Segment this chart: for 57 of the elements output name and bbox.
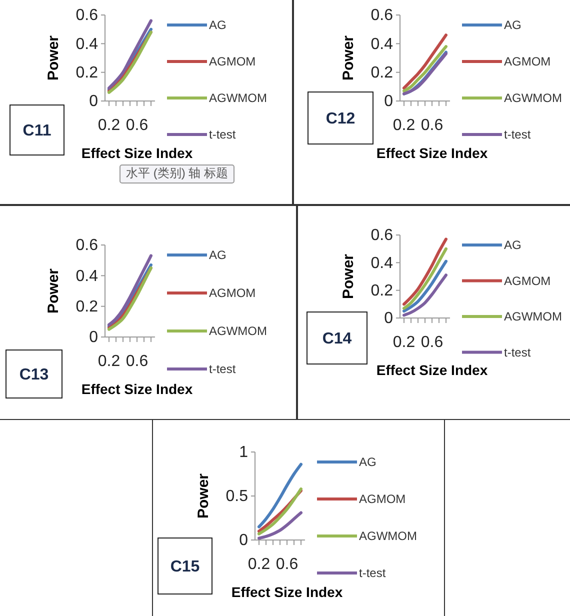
y-tick-label: 0.4 xyxy=(76,36,98,53)
text: C14 xyxy=(322,330,352,348)
legend-label: AGMOM xyxy=(504,54,551,69)
legend-label: t-test xyxy=(209,362,236,376)
x-axis-title: Effect Size Index xyxy=(376,145,488,161)
x-axis-title: Effect Size Index xyxy=(231,584,343,600)
legend-label: AGMOM xyxy=(359,492,406,506)
legend-label: AG xyxy=(359,455,376,470)
legend-label: AGWMOM xyxy=(209,91,267,106)
y-axis-title: Power xyxy=(195,473,212,519)
legend-label: AG xyxy=(209,18,226,32)
y-tick-label: 0 xyxy=(89,329,98,346)
legend-label: AGWMOM xyxy=(209,324,267,338)
legend-label: AGMOM xyxy=(504,274,551,288)
y-tick-label: 0.2 xyxy=(370,282,394,300)
y-tick-label: 0 xyxy=(89,93,98,110)
y-tick-label: 0.4 xyxy=(370,254,394,272)
x-tick-label: 0.6 xyxy=(126,116,148,134)
text: C15 xyxy=(170,558,200,576)
y-tick-label: 0.6 xyxy=(370,7,394,24)
x-axis-title: Effect Size Index xyxy=(376,362,488,378)
x-axis-title: Effect Size Index xyxy=(81,381,193,397)
text: C12 xyxy=(326,110,356,128)
y-tick-label: 0.4 xyxy=(76,268,98,285)
legend-label: AGMOM xyxy=(209,54,256,69)
y-tick-label: 0.2 xyxy=(76,64,98,82)
y-tick-label: 0.5 xyxy=(226,488,248,506)
legend-label: t-test xyxy=(209,128,236,142)
y-tick-label: 0.6 xyxy=(76,7,98,24)
text: 水平 (类别) 轴 标题 xyxy=(126,166,228,180)
y-axis-title: Power xyxy=(340,35,357,81)
legend-label: AG xyxy=(504,18,522,32)
y-tick-label: 0 xyxy=(239,532,248,550)
y-axis-title: Power xyxy=(340,254,357,300)
y-tick-label: 0.2 xyxy=(370,64,394,82)
y-tick-label: 0.4 xyxy=(370,36,394,53)
legend-label: AGWMOM xyxy=(504,91,562,106)
legend-label: AGWMOM xyxy=(504,310,562,324)
legend-label: t-test xyxy=(359,566,386,580)
legend-label: AGWMOM xyxy=(359,529,417,544)
legend-label: AG xyxy=(209,248,226,262)
y-tick-label: 0.2 xyxy=(76,298,98,316)
y-tick-label: 0.6 xyxy=(370,227,394,244)
x-tick-label: 0.6 xyxy=(420,116,444,134)
y-axis-title: Power xyxy=(45,268,62,314)
y-tick-label: 1 xyxy=(239,444,248,462)
legend-label: AGMOM xyxy=(209,286,256,300)
x-axis-title: Effect Size Index xyxy=(81,145,193,161)
text: C11 xyxy=(22,122,52,140)
y-tick-label: 0 xyxy=(384,93,394,110)
y-axis-title: Power xyxy=(45,35,62,81)
text: C13 xyxy=(19,366,49,384)
y-tick-label: 0.6 xyxy=(76,237,98,254)
legend-label: AG xyxy=(504,238,522,252)
legend-label: t-test xyxy=(504,345,532,360)
legend-label: t-test xyxy=(504,128,532,142)
y-tick-label: 0 xyxy=(384,310,394,328)
